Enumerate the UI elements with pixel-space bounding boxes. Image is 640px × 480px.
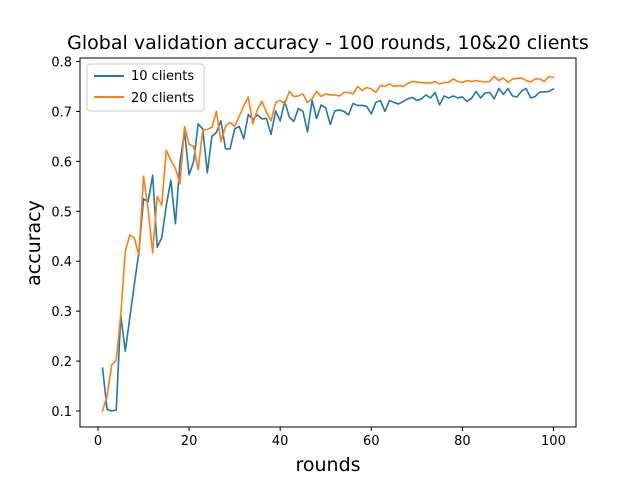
y-tick-label: 0.2 xyxy=(51,355,72,370)
y-axis-label: accuracy xyxy=(23,200,45,286)
plot-background xyxy=(80,58,576,427)
plot-frame xyxy=(79,57,577,428)
chart-title: Global validation accuracy - 100 rounds,… xyxy=(67,32,589,54)
y-tick-label: 0.1 xyxy=(51,405,72,420)
y-tick-label: 0.3 xyxy=(51,305,72,320)
y-tick-label: 0.4 xyxy=(51,255,72,270)
y-tick-label: 0.8 xyxy=(51,55,72,70)
y-tick-label: 0.7 xyxy=(51,105,72,120)
series-line-20-clients xyxy=(101,75,555,413)
y-axis: 0.1 0.2 0.3 0.4 0.5 0.6 0.7 0.8 xyxy=(51,55,80,420)
x-tick-label: 0 xyxy=(94,434,102,449)
series-line-10-clients xyxy=(101,87,555,412)
legend-label-20-clients: 20 clients xyxy=(131,91,194,106)
series-lines xyxy=(101,75,555,413)
x-tick-label: 20 xyxy=(181,434,198,449)
legend-label-10-clients: 10 clients xyxy=(131,69,194,84)
plot-area xyxy=(79,57,577,428)
legend: 10 clients 20 clients xyxy=(86,63,205,112)
x-tick-label: 80 xyxy=(454,434,471,449)
x-tick-label: 60 xyxy=(363,434,380,449)
x-tick-label: 40 xyxy=(272,434,289,449)
y-tick-label: 0.6 xyxy=(51,155,72,170)
x-axis-label: rounds xyxy=(295,454,360,476)
x-axis: 0 20 40 60 80 100 xyxy=(94,427,566,449)
x-tick-label: 100 xyxy=(541,434,566,449)
y-tick-label: 0.5 xyxy=(51,205,72,220)
